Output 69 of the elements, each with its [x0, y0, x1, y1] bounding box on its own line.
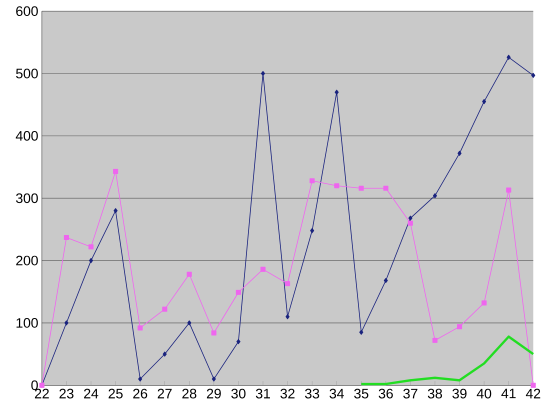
- point: [334, 183, 340, 188]
- x-tick-label: 30: [231, 388, 246, 398]
- point: [359, 330, 364, 335]
- x-tick-label: 23: [60, 388, 74, 398]
- point: [506, 54, 511, 60]
- point: [138, 325, 143, 330]
- point: [458, 150, 462, 156]
- x-tick-label: 31: [256, 388, 270, 398]
- x-tick-label: 24: [84, 388, 98, 398]
- point: [162, 351, 167, 356]
- x-tick-label: 33: [305, 388, 320, 398]
- point: [384, 278, 388, 283]
- x-tick-label: 29: [206, 388, 221, 398]
- point: [310, 178, 315, 184]
- point: [506, 187, 512, 192]
- y-tick-label: 400: [16, 130, 38, 141]
- x-tick-label: 26: [133, 388, 148, 398]
- x-tick-label: 40: [476, 388, 492, 398]
- point: [186, 272, 192, 277]
- point: [482, 98, 486, 104]
- y-tick-label: 200: [16, 256, 38, 266]
- point: [162, 306, 168, 312]
- point: [236, 338, 240, 344]
- point: [286, 314, 290, 320]
- x-tick-label: 37: [403, 388, 418, 398]
- point: [310, 228, 314, 234]
- point: [383, 186, 388, 191]
- x-tick-label: 34: [330, 388, 344, 398]
- point: [285, 280, 290, 286]
- point: [530, 382, 536, 388]
- point: [236, 290, 241, 295]
- point: [408, 220, 413, 226]
- point: [456, 324, 462, 330]
- point: [432, 192, 437, 198]
- x-tick-label: 35: [354, 388, 368, 398]
- line-series: [360, 335, 534, 386]
- x-tick-label: 39: [452, 388, 467, 398]
- point: [114, 208, 118, 214]
- point: [212, 376, 216, 382]
- point: [358, 186, 364, 191]
- point: [482, 300, 487, 306]
- x-tick-label: 41: [501, 388, 516, 398]
- x-tick-label: 28: [182, 388, 196, 398]
- point: [432, 338, 438, 343]
- point: [260, 266, 266, 272]
- point: [531, 72, 536, 78]
- y-tick-label: 0: [31, 380, 38, 390]
- point: [138, 376, 142, 382]
- point: [408, 215, 412, 221]
- x-tick-label: 25: [108, 388, 123, 398]
- x-tick-label: 36: [378, 388, 393, 398]
- x-tick-label: 38: [428, 388, 442, 398]
- point: [187, 320, 192, 326]
- point: [260, 70, 266, 76]
- x-tick-label: 32: [280, 388, 295, 398]
- y-tick-label: 600: [16, 6, 38, 16]
- x-tick-label: 27: [158, 388, 172, 398]
- point: [334, 89, 339, 95]
- y-tick-label: 100: [16, 318, 38, 328]
- point: [113, 168, 118, 174]
- point: [88, 244, 94, 250]
- point: [64, 234, 70, 240]
- point: [211, 330, 216, 336]
- y-tick-label: 300: [16, 193, 38, 203]
- y-tick-label: 500: [16, 68, 38, 78]
- point: [64, 320, 68, 326]
- point: [89, 258, 94, 263]
- x-tick-label: 22: [34, 388, 49, 398]
- x-tick-label: 42: [526, 388, 540, 398]
